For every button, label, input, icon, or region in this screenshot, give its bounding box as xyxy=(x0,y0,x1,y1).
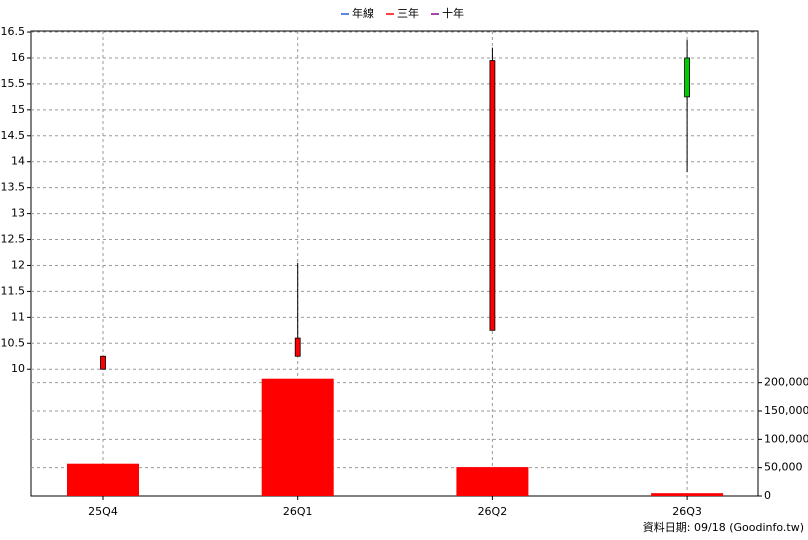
y-tick-label: 13.5 xyxy=(1,181,26,194)
y-tick-label: 16.5 xyxy=(1,25,26,38)
volume-bar xyxy=(67,463,139,496)
y2-tick-label: 200,000 xyxy=(764,376,808,389)
y-tick-label: 11.5 xyxy=(1,284,26,297)
x-tick-label: 26Q2 xyxy=(478,505,508,518)
y-tick-label: 13 xyxy=(11,207,25,220)
candle-body xyxy=(100,355,106,370)
y2-tick-label: 0 xyxy=(764,489,771,502)
y2-tick-label: 100,000 xyxy=(764,432,808,445)
x-tick-label: 26Q3 xyxy=(672,505,702,518)
y-tick-label: 14 xyxy=(11,155,25,168)
x-tick-label: 26Q1 xyxy=(283,505,313,518)
y-tick-label: 15 xyxy=(11,103,25,116)
y2-tick-label: 150,000 xyxy=(764,404,808,417)
candle-body xyxy=(489,60,496,331)
y-tick-label: 12 xyxy=(11,258,25,271)
candle-body xyxy=(684,57,690,98)
y-tick-label: 10.5 xyxy=(1,336,26,349)
x-tick-label: 25Q4 xyxy=(88,505,118,518)
y-tick-label: 11 xyxy=(11,310,25,323)
legend-label: 年線 xyxy=(352,6,374,20)
y2-tick-label: 50,000 xyxy=(764,461,803,474)
y-tick-label: 14.5 xyxy=(1,129,26,142)
volume-bar xyxy=(456,467,529,496)
volume-bar xyxy=(261,378,334,496)
volume-bar xyxy=(651,493,724,496)
y-tick-label: 10 xyxy=(11,362,25,375)
plot-frame xyxy=(30,30,759,497)
y-tick-label: 16 xyxy=(11,51,25,64)
y-tick-label: 12.5 xyxy=(1,233,26,246)
footer: 資料日期: 09/18 (Goodinfo.tw) xyxy=(643,520,804,534)
legend-label: 十年 xyxy=(442,6,464,20)
candle-body xyxy=(294,337,301,357)
legend-label: 三年 xyxy=(397,6,419,20)
y-tick-label: 15.5 xyxy=(1,77,26,90)
